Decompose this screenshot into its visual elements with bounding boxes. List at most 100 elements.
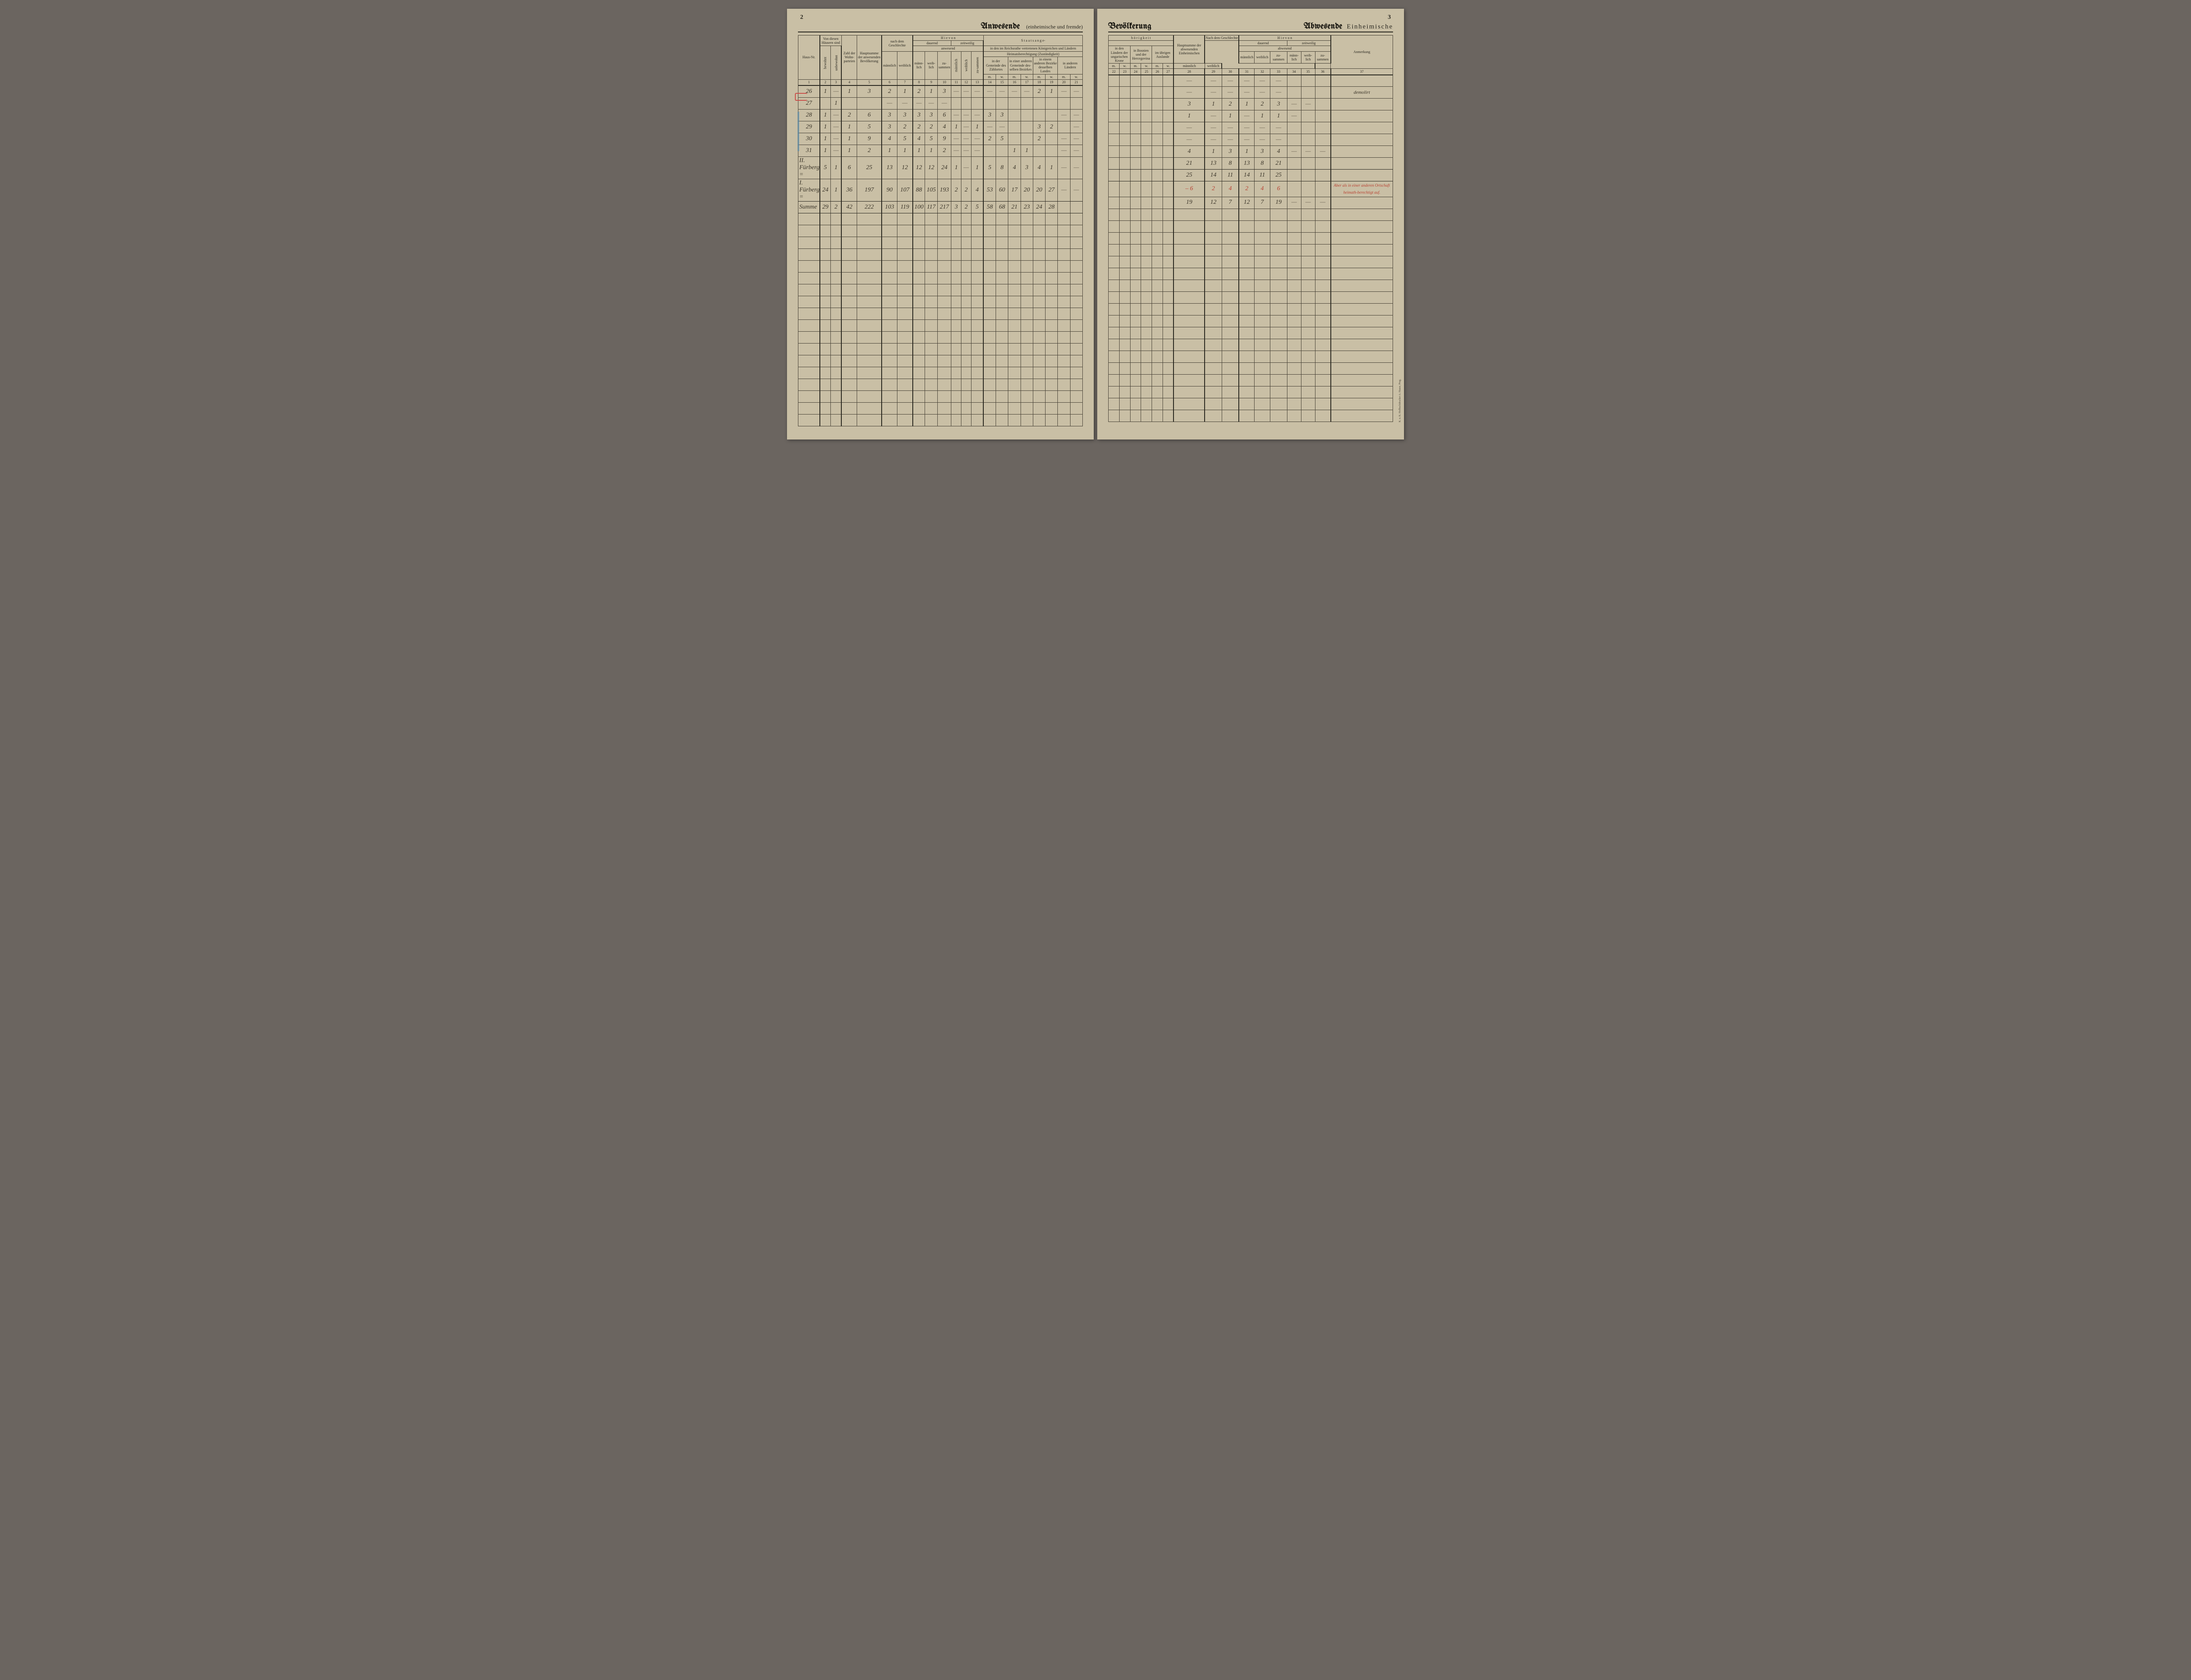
cell-empty [961, 320, 971, 332]
colnum-32: 32 [1255, 69, 1270, 75]
cell-empty [1222, 362, 1239, 374]
cell-empty [1173, 280, 1205, 291]
cell-empty [1270, 256, 1287, 268]
cell-empty [1130, 398, 1141, 410]
cell-empty [1141, 351, 1152, 362]
cell [1033, 145, 1045, 156]
cell [1331, 75, 1393, 87]
cell-empty [1173, 232, 1205, 244]
cell-empty [1301, 362, 1315, 374]
cell-empty [1119, 374, 1130, 386]
cell: — [996, 85, 1008, 97]
cell: — [961, 121, 971, 133]
cell-empty [1058, 213, 1070, 225]
cell-empty [1315, 256, 1330, 268]
cell-empty [913, 225, 925, 237]
cell [1315, 134, 1330, 146]
cell-empty [951, 355, 961, 367]
cell-empty [1070, 367, 1082, 379]
cell-empty [913, 355, 925, 367]
cell: 25 [857, 156, 882, 179]
cell-empty [1239, 362, 1254, 374]
cell-empty [1141, 410, 1152, 422]
cell: — [1173, 134, 1205, 146]
cell: 1 [831, 179, 842, 201]
colnum-7: 7 [897, 79, 912, 85]
cell: 2 [1033, 133, 1045, 145]
hdr-anmerkung: Anmerkung [1331, 35, 1393, 69]
page-number-right: 3 [1388, 14, 1391, 21]
cell-empty [1315, 386, 1330, 398]
cell-empty [1070, 379, 1082, 391]
table-row-empty [798, 237, 1083, 249]
cell: 1 [820, 109, 831, 121]
cell-empty [1141, 268, 1152, 280]
table-row: 301—1945459———252—— [798, 133, 1083, 145]
cell: 7 [1255, 197, 1270, 209]
cell-empty [971, 367, 983, 379]
cell-empty [820, 391, 831, 403]
cell: — [1205, 87, 1222, 99]
cell-empty [961, 261, 971, 273]
cell-empty [937, 320, 951, 332]
cell-empty [1239, 220, 1254, 232]
cell: — [961, 85, 971, 97]
colnum-12: 12 [961, 79, 971, 85]
cell-empty [961, 391, 971, 403]
hdr-zeitweilig: zeitweilig [951, 41, 983, 46]
cell-empty [857, 225, 882, 237]
cell-empty [1331, 362, 1393, 374]
cell: 2 [925, 121, 937, 133]
cell-empty [882, 344, 897, 355]
cell-empty [983, 273, 996, 284]
cell: 12 [897, 156, 912, 179]
cell-empty [1301, 351, 1315, 362]
cell [1301, 75, 1315, 87]
cell-empty [983, 391, 996, 403]
cell [1331, 134, 1393, 146]
cell: 11 [1255, 170, 1270, 181]
cell: 14 [1239, 170, 1254, 181]
hdr-dauernd: dauernd [913, 41, 951, 46]
cell [1141, 110, 1152, 122]
cell [1141, 158, 1152, 170]
right-colnum-row: 22232425262728293031323334353637 [1109, 69, 1393, 75]
cell-empty [831, 344, 842, 355]
cell-empty [1270, 315, 1287, 327]
cell-empty [925, 332, 937, 344]
cell: 9 [937, 133, 951, 145]
cell-empty [1301, 398, 1315, 410]
cell: 107 [897, 179, 912, 201]
cell-empty [1008, 391, 1021, 403]
cell: 4 [1033, 156, 1045, 179]
cell-empty [1287, 256, 1301, 268]
hdr-zr2: zu-sammen [1315, 51, 1330, 64]
cell [1130, 75, 1141, 87]
cell [1315, 99, 1330, 110]
cell-empty [1058, 391, 1070, 403]
cell: 21 [1270, 158, 1287, 170]
cell-empty [841, 379, 857, 391]
cell: 100 [913, 202, 925, 213]
cell-empty [913, 391, 925, 403]
cell-empty [1205, 398, 1222, 410]
cell-empty [1287, 220, 1301, 232]
cell-empty [1239, 374, 1254, 386]
cell-empty [925, 344, 937, 355]
cell [1315, 158, 1330, 170]
cell-empty [1141, 209, 1152, 220]
cell [1119, 110, 1130, 122]
left-table-body: 261—1321213———————21——271—————281—263333… [798, 85, 1083, 426]
cell-empty [882, 225, 897, 237]
table-row: 312123—— [1109, 99, 1393, 110]
cell: — [1315, 146, 1330, 158]
cell-empty [798, 403, 820, 415]
cell-empty [1021, 415, 1033, 426]
cell-empty [1270, 280, 1287, 291]
cell-empty [925, 391, 937, 403]
cell: 88 [913, 179, 925, 201]
cell-empty [1255, 398, 1270, 410]
cell-empty [857, 249, 882, 261]
hdr-bosnien: in Bosnien und der Hercegovina [1130, 46, 1152, 64]
table-row: 291—15322241—1——32— [798, 121, 1083, 133]
